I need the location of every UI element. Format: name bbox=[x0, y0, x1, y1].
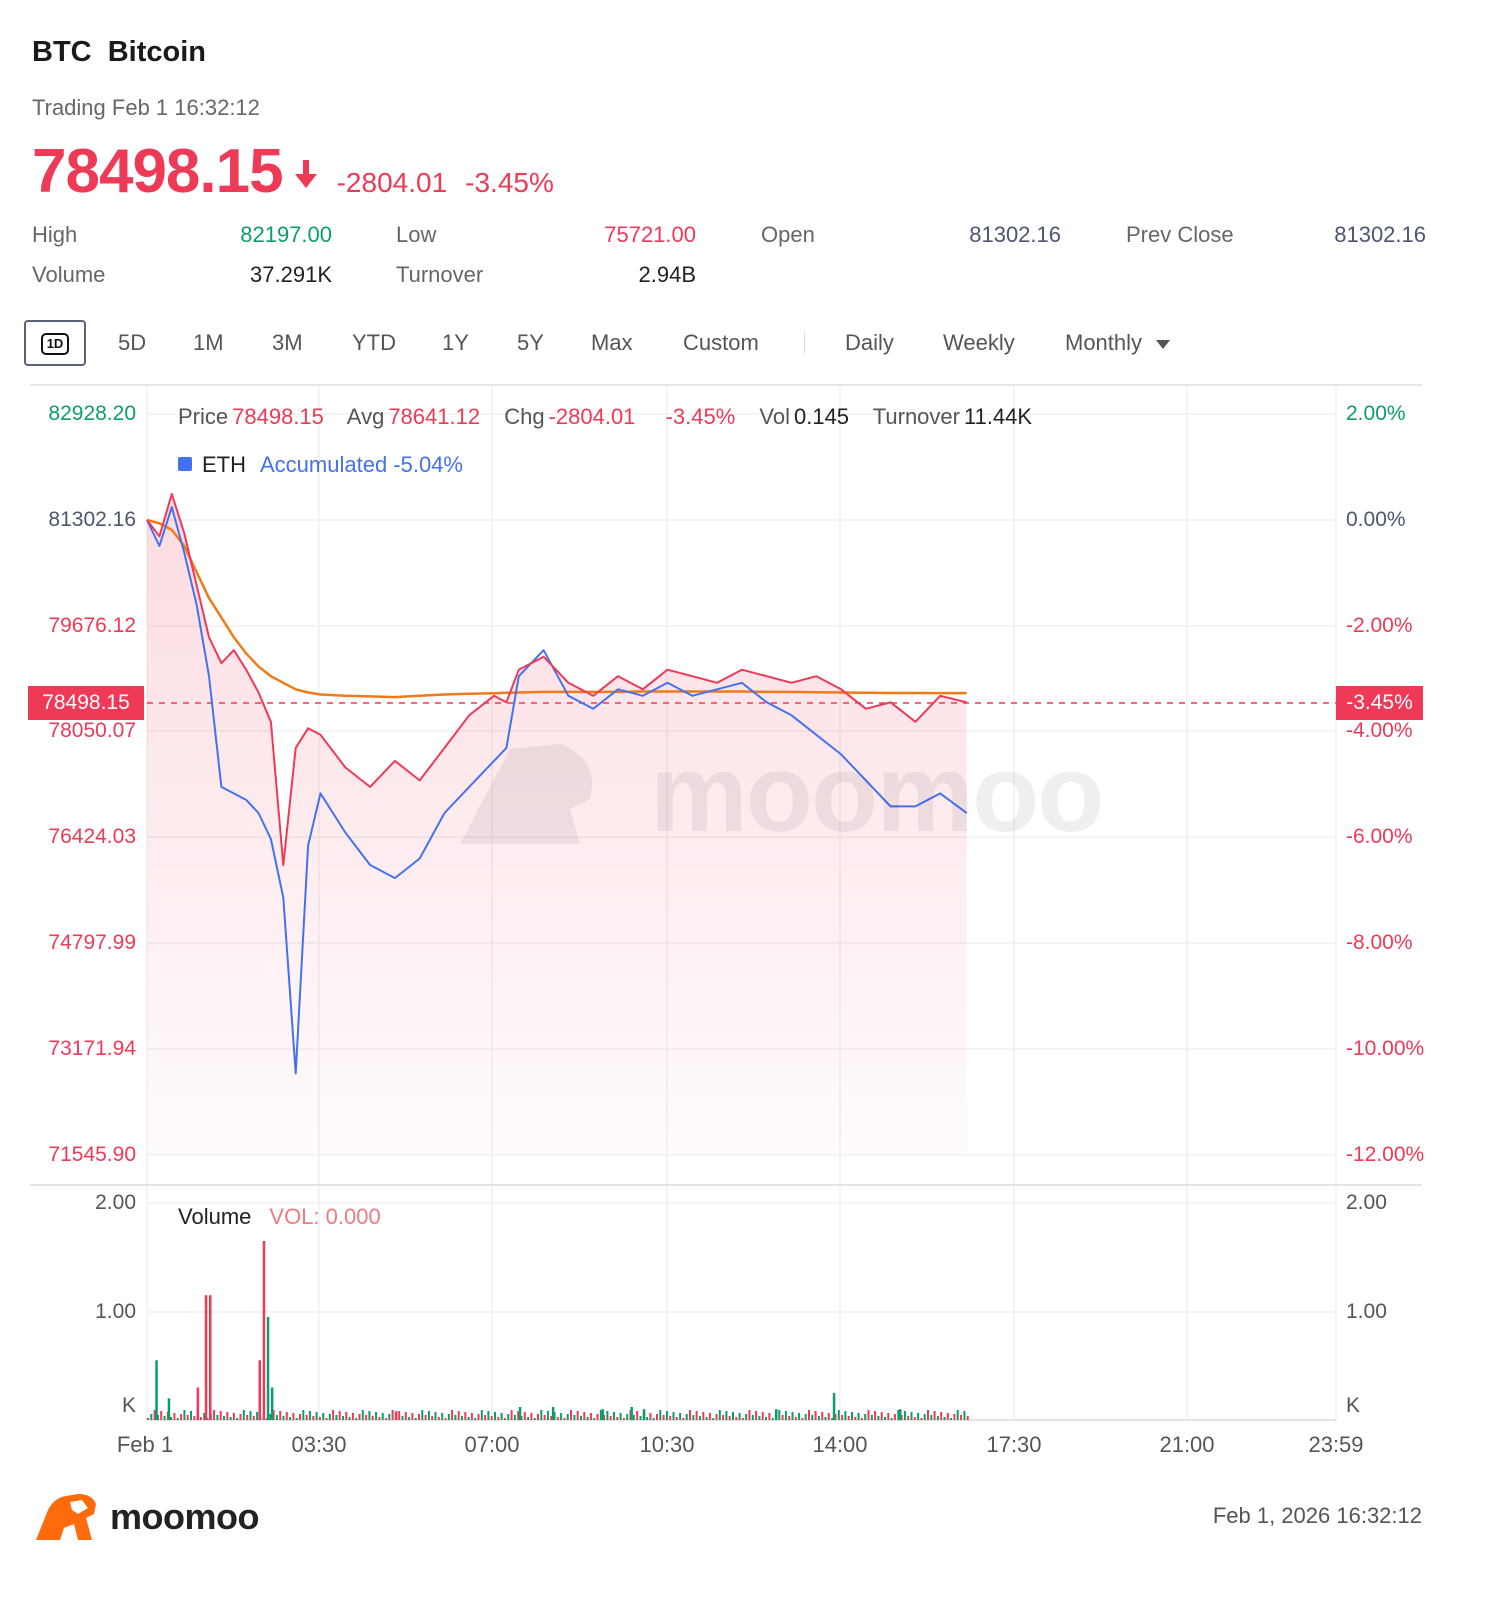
y-tick-left: 78050.07 bbox=[48, 719, 136, 742]
high-value: 82197.00 bbox=[240, 222, 332, 247]
x-tick: 03:30 bbox=[291, 1432, 347, 1457]
y-tick-left: 81302.16 bbox=[48, 508, 136, 531]
tab-monthly[interactable]: Monthly bbox=[1065, 320, 1171, 366]
open-label: Open bbox=[761, 222, 815, 247]
volume-panel-title: Volume VOL: 0.000 bbox=[178, 1204, 381, 1229]
tab-3m[interactable]: 3M bbox=[272, 330, 303, 355]
price-area-fill bbox=[147, 494, 967, 1155]
prev-close-value: 81302.16 bbox=[1334, 222, 1426, 247]
current-price: 78498.15 bbox=[32, 137, 284, 206]
x-tick: 17:30 bbox=[986, 1432, 1042, 1457]
x-tick: 10:30 bbox=[639, 1432, 695, 1457]
tab-custom[interactable]: Custom bbox=[683, 330, 759, 355]
tab-5y[interactable]: 5Y bbox=[517, 330, 544, 355]
y-tick-right: -6.00% bbox=[1346, 825, 1413, 848]
y-tick-right: 0.00% bbox=[1346, 508, 1406, 531]
page-title: BTC Bitcoin bbox=[32, 36, 206, 68]
tab-weekly[interactable]: Weekly bbox=[943, 330, 1015, 355]
x-tick: Feb 1 bbox=[116, 1432, 174, 1457]
y-tick-right: 2.00% bbox=[1346, 402, 1406, 425]
turnover-value: 2.94B bbox=[638, 262, 697, 287]
y-tick-right: -12.00% bbox=[1346, 1143, 1425, 1166]
vol-tick-left: 2.00 bbox=[95, 1191, 136, 1214]
y-tick-right: -4.00% bbox=[1346, 719, 1413, 742]
y-tick-right: -10.00% bbox=[1346, 1037, 1425, 1060]
period-tabs: 1D 5D 1M 3M YTD 1Y 5Y Max Custom Daily W… bbox=[24, 320, 1204, 368]
tab-divider bbox=[804, 332, 805, 354]
trading-status: Trading Feb 1 16:32:12 bbox=[32, 95, 260, 120]
chart-info-line: Price 78498.15 Avg 78641.12 Chg -2804.01 -3… bbox=[178, 404, 1033, 429]
price-change: -2804.01 bbox=[336, 167, 448, 198]
x-tick: 23:59 bbox=[1308, 1432, 1364, 1457]
avg-price-line bbox=[146, 518, 967, 699]
arrow-down-icon bbox=[294, 160, 317, 188]
y-tick-right: -2.00% bbox=[1346, 614, 1413, 637]
footer-timestamp: Feb 1, 2026 16:32:12 bbox=[1212, 1503, 1422, 1528]
y-tick-left: 71545.90 bbox=[48, 1143, 136, 1166]
tab-max[interactable]: Max bbox=[591, 330, 633, 355]
eth-legend-symbol: ETH bbox=[202, 452, 246, 477]
y-tick-left: 74797.99 bbox=[48, 931, 136, 954]
calendar-1d-icon: 1D bbox=[41, 333, 69, 355]
turnover-label: Turnover bbox=[396, 262, 484, 287]
moomoo-bull-icon bbox=[36, 1494, 96, 1540]
moomoo-logo: moomoo bbox=[34, 1492, 259, 1542]
x-tick: 21:00 bbox=[1159, 1432, 1215, 1457]
btc-price-line bbox=[146, 493, 967, 866]
y-tick-left: 82928.20 bbox=[48, 402, 136, 425]
low-label: Low bbox=[396, 222, 437, 247]
tab-1d[interactable]: 1D bbox=[24, 320, 86, 366]
tab-monthly-label: Monthly bbox=[1065, 330, 1143, 355]
y-tick-left: 79676.12 bbox=[48, 614, 136, 637]
eth-accumulated: Accumulated -5.04% bbox=[260, 452, 463, 477]
open-value: 81302.16 bbox=[969, 222, 1061, 247]
y-tick-left: 73171.94 bbox=[48, 1037, 136, 1060]
volume-label: Volume bbox=[32, 262, 106, 287]
x-tick: 14:00 bbox=[812, 1432, 868, 1457]
price-row: 78498.15 -2804.01 -3.45% bbox=[32, 136, 554, 207]
tab-ytd[interactable]: YTD bbox=[352, 330, 396, 355]
prev-close-label: Prev Close bbox=[1126, 222, 1234, 247]
vol-tick-right: 1.00 bbox=[1346, 1300, 1387, 1323]
vol-tick-left: K bbox=[121, 1394, 136, 1417]
tab-5d[interactable]: 5D bbox=[118, 330, 147, 355]
tab-daily[interactable]: Daily bbox=[845, 330, 894, 355]
tab-1m[interactable]: 1M bbox=[193, 330, 224, 355]
price-change-pct: -3.45% bbox=[465, 167, 554, 198]
volume-bars bbox=[147, 1241, 969, 1421]
vol-tick-right: 2.00 bbox=[1346, 1191, 1387, 1214]
current-price-tag: 78498.15 bbox=[28, 686, 144, 720]
compare-legend[interactable]: ETH Accumulated -5.04% bbox=[178, 452, 463, 478]
vol-tick-right: K bbox=[1346, 1394, 1361, 1417]
eth-legend-swatch bbox=[178, 457, 192, 471]
high-label: High bbox=[32, 222, 78, 247]
tab-1y[interactable]: 1Y bbox=[442, 330, 469, 355]
current-pct-tag: -3.45% bbox=[1336, 686, 1423, 720]
caret-down-icon bbox=[1156, 339, 1171, 349]
y-tick-left: 76424.03 bbox=[48, 825, 136, 848]
y-tick-right: -8.00% bbox=[1346, 931, 1413, 954]
eth-line bbox=[146, 506, 968, 1075]
volume-value: 37.291K bbox=[250, 262, 332, 287]
x-tick: 07:00 bbox=[464, 1432, 520, 1457]
vol-tick-left: 1.00 bbox=[95, 1300, 136, 1323]
low-value: 75721.00 bbox=[604, 222, 696, 247]
